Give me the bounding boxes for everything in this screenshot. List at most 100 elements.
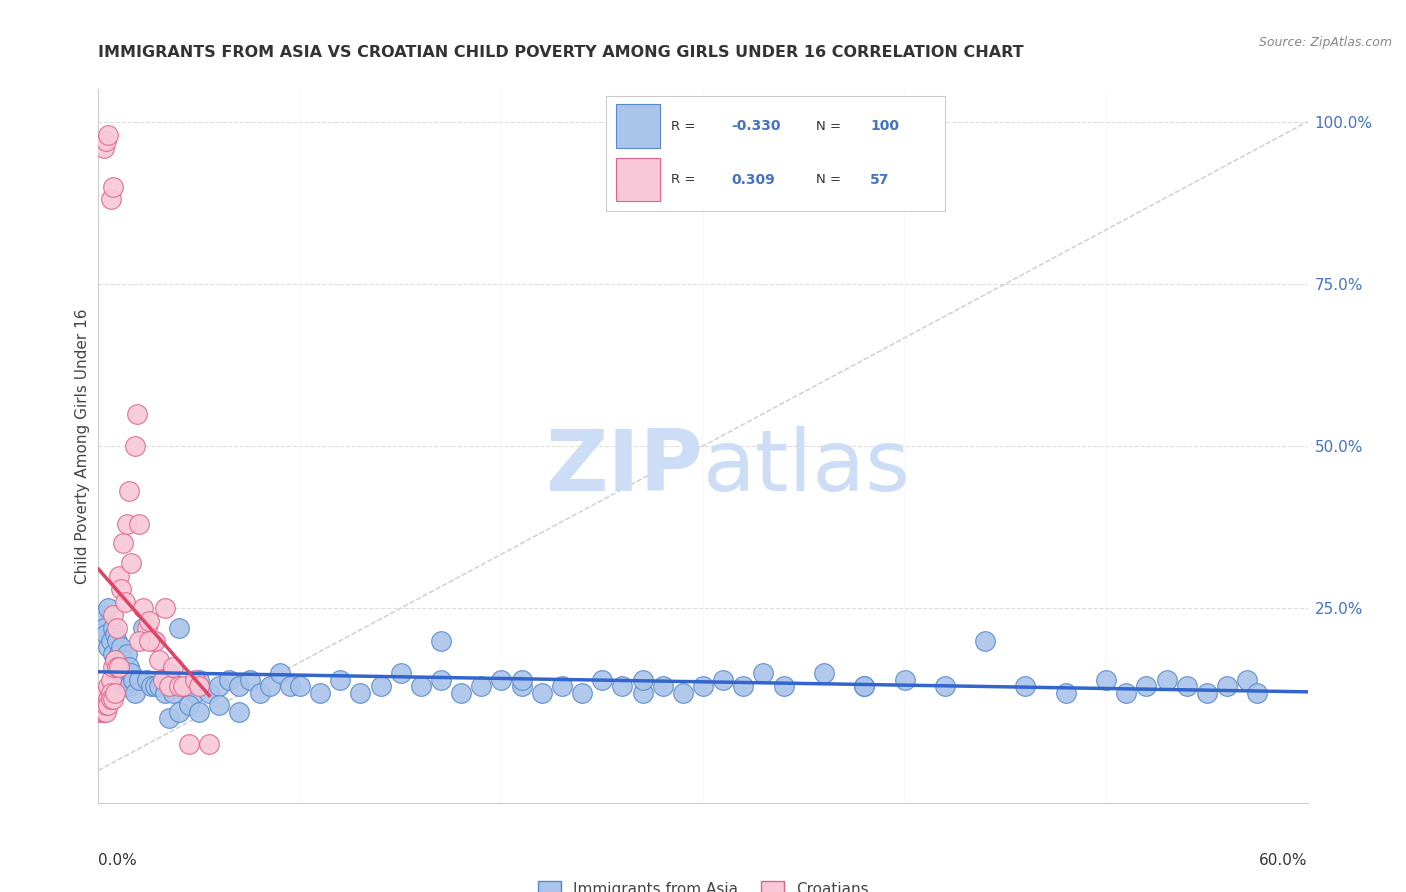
Point (103, 653, 125, 667)
Point (93, 705, 115, 719)
Point (128, 673, 150, 687)
Point (120, 556, 142, 570)
Point (114, 679, 136, 693)
Point (101, 621, 124, 635)
Point (118, 659, 141, 673)
Point (157, 711, 180, 725)
Point (1216, 679, 1239, 693)
Point (100, 633, 122, 648)
Point (409, 679, 432, 693)
Point (103, 653, 125, 667)
Point (198, 738, 221, 752)
Point (259, 679, 281, 693)
Point (631, 673, 654, 687)
Point (208, 679, 231, 693)
Point (329, 673, 352, 687)
Point (143, 633, 166, 648)
Point (551, 679, 574, 693)
Point (172, 679, 194, 693)
Point (239, 673, 262, 687)
Point (89, 705, 111, 719)
Point (101, 659, 124, 673)
Point (96, 134, 118, 148)
Y-axis label: Child Poverty Among Girls Under 16: Child Poverty Among Girls Under 16 (75, 309, 90, 583)
Text: atlas: atlas (703, 425, 911, 509)
Point (672, 685, 695, 699)
Point (309, 685, 332, 699)
Point (96, 685, 118, 699)
Text: IMMIGRANTS FROM ASIA VS CROATIAN CHILD POVERTY AMONG GIRLS UNDER 16 CORRELATION : IMMIGRANTS FROM ASIA VS CROATIAN CHILD P… (98, 45, 1024, 60)
Point (249, 685, 271, 699)
Point (110, 679, 132, 693)
Point (510, 673, 533, 687)
Point (1054, 685, 1077, 699)
Point (128, 633, 150, 648)
Point (752, 666, 775, 681)
Point (188, 673, 211, 687)
Point (174, 679, 197, 693)
Point (135, 673, 157, 687)
Point (152, 673, 174, 687)
Point (107, 568, 129, 582)
Point (1236, 673, 1258, 687)
Point (278, 679, 301, 693)
Point (93, 621, 115, 635)
Point (153, 601, 176, 615)
Point (97, 601, 120, 615)
Point (974, 633, 997, 648)
Point (105, 633, 128, 648)
Point (269, 666, 291, 681)
Point (228, 705, 250, 719)
Point (97, 692, 120, 706)
Text: 60.0%: 60.0% (1260, 853, 1308, 868)
Point (115, 647, 138, 661)
Point (124, 685, 146, 699)
Point (107, 647, 129, 661)
Point (110, 640, 132, 654)
Point (138, 633, 160, 648)
Point (96, 698, 118, 713)
Point (510, 679, 533, 693)
Point (111, 666, 134, 681)
Point (651, 679, 673, 693)
Text: 0.0%: 0.0% (98, 853, 138, 868)
Point (100, 685, 122, 699)
Point (288, 679, 311, 693)
Point (157, 679, 180, 693)
Point (121, 673, 143, 687)
Point (1246, 685, 1268, 699)
Point (1156, 673, 1178, 687)
Legend: Immigrants from Asia, Croatians: Immigrants from Asia, Croatians (531, 875, 875, 892)
Point (125, 407, 148, 421)
Point (167, 705, 190, 719)
Point (612, 679, 634, 693)
Point (389, 666, 412, 681)
Point (100, 193, 122, 207)
Point (143, 679, 166, 693)
Point (167, 679, 190, 693)
Point (107, 673, 129, 687)
Point (157, 666, 180, 681)
Point (114, 673, 136, 687)
Point (97, 128, 120, 142)
Point (1095, 673, 1118, 687)
Point (91, 705, 114, 719)
Point (1014, 679, 1036, 693)
Point (132, 621, 155, 635)
Point (114, 595, 136, 609)
Point (571, 685, 593, 699)
Point (105, 621, 128, 635)
Point (893, 673, 915, 687)
Point (91, 698, 114, 713)
Point (96, 627, 118, 641)
Point (179, 698, 201, 713)
Point (1195, 685, 1218, 699)
Point (120, 666, 142, 681)
Point (101, 647, 124, 661)
Point (430, 673, 453, 687)
Point (692, 679, 714, 693)
Point (97, 679, 120, 693)
Point (208, 698, 231, 713)
Point (138, 614, 160, 628)
Point (118, 679, 141, 693)
